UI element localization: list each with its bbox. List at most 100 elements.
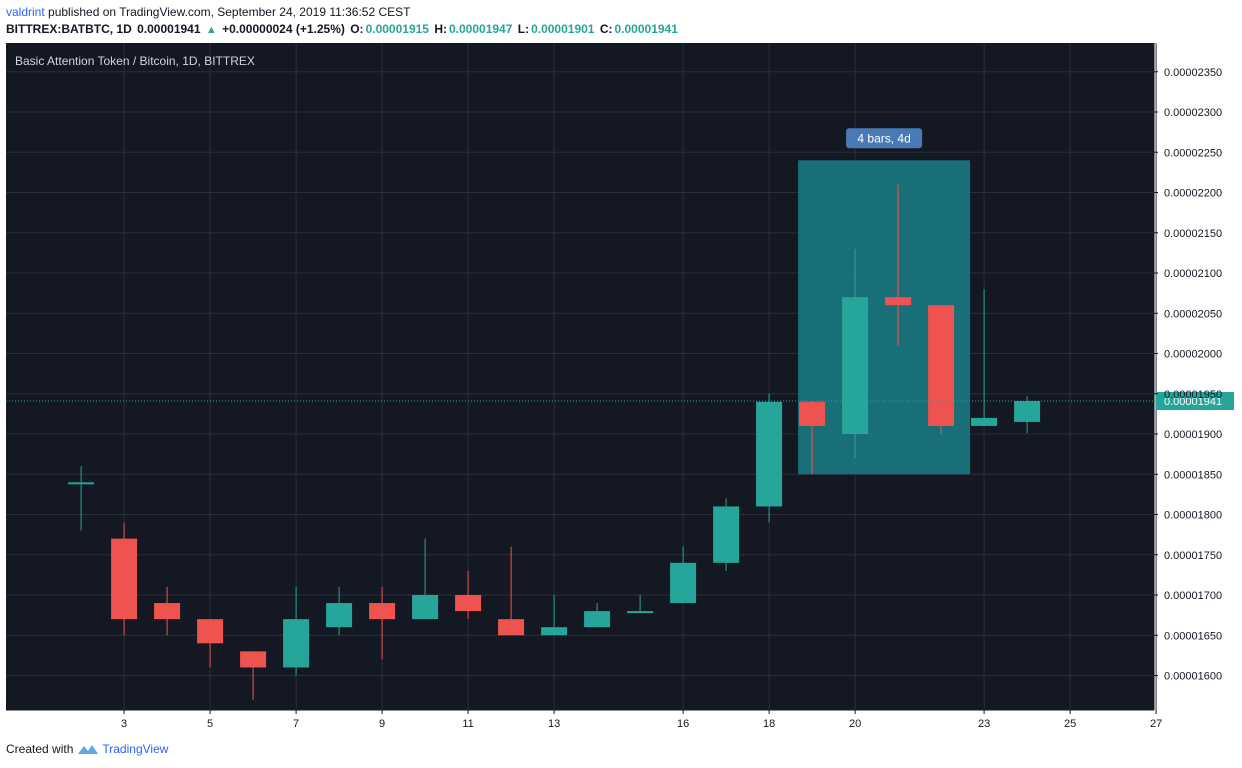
candle xyxy=(412,538,439,620)
candle xyxy=(455,570,482,620)
range-label: 4 bars, 4d xyxy=(857,131,910,145)
price-tick-label: 0.00001600 xyxy=(1164,671,1222,683)
candle-body xyxy=(498,619,525,636)
last-price: 0.00001941 xyxy=(137,22,201,36)
candle-body xyxy=(1014,400,1041,422)
candle-body xyxy=(111,538,138,620)
candle xyxy=(971,289,998,426)
candle xyxy=(928,305,955,434)
candle xyxy=(799,401,826,475)
current-price-label: 0.00001941 xyxy=(1164,396,1222,408)
price-tick-label: 0.00001850 xyxy=(1164,469,1222,481)
candle xyxy=(885,184,912,346)
candle xyxy=(584,603,611,628)
candle xyxy=(756,393,783,523)
published-text: published on TradingView.com, September … xyxy=(48,5,411,19)
price-tick-label: 0.00002350 xyxy=(1164,67,1222,79)
time-tick-label: 7 xyxy=(293,718,299,730)
candle-body xyxy=(756,401,783,507)
candles xyxy=(68,184,1041,700)
price-tick-label: 0.00001650 xyxy=(1164,630,1222,642)
price-tick-label: 0.00002150 xyxy=(1164,228,1222,240)
time-tick-label: 27 xyxy=(1150,718,1162,730)
close-value: 0.00001941 xyxy=(614,22,678,36)
candle xyxy=(670,546,697,604)
time-tick-label: 5 xyxy=(207,718,213,730)
candle-body xyxy=(369,603,396,620)
candle-body xyxy=(455,595,482,612)
price-tick-label: 0.00001950 xyxy=(1164,389,1222,401)
high-value: 0.00001947 xyxy=(448,22,513,36)
price-tick-label: 0.00002300 xyxy=(1164,107,1222,119)
created-with-text: Created with xyxy=(6,742,74,756)
candle-body xyxy=(240,651,267,668)
price-tick-label: 0.00002200 xyxy=(1164,188,1222,200)
price-axis[interactable]: 0.00001600 0.00001650 0.00001700 0.00001750… xyxy=(1153,43,1222,710)
current-price-line: 0.00001941 xyxy=(6,391,1234,410)
time-tick-label: 18 xyxy=(763,718,775,730)
close-label: C: xyxy=(599,22,613,36)
chart-title: Basic Attention Token / Bitcoin, 1D, BIT… xyxy=(15,54,255,68)
time-tick-label: 20 xyxy=(849,718,861,730)
candle-body xyxy=(713,506,740,563)
candle xyxy=(498,546,525,636)
price-tick-label: 0.00001700 xyxy=(1164,590,1222,602)
candle xyxy=(111,522,138,636)
candle-body xyxy=(283,619,310,668)
price-tick-label: 0.00002250 xyxy=(1164,147,1222,159)
candle xyxy=(68,466,95,531)
price-tick-label: 0.00002000 xyxy=(1164,349,1222,361)
up-triangle-icon: ▲ xyxy=(205,24,217,36)
footer: Created with TradingView xyxy=(6,742,168,756)
candle xyxy=(240,651,267,700)
author-link[interactable]: valdrint xyxy=(6,5,45,19)
candle-body xyxy=(842,297,869,434)
candle-body xyxy=(154,603,181,620)
current-price-tag xyxy=(1156,391,1234,410)
low-value: 0.00001901 xyxy=(531,22,595,36)
low-label: L: xyxy=(517,22,530,36)
candle xyxy=(541,595,568,636)
chart-background xyxy=(6,43,1154,732)
time-tick-label: 25 xyxy=(1064,718,1076,730)
open-label: O: xyxy=(350,22,364,36)
time-tick-label: 9 xyxy=(379,718,385,730)
time-tick-label: 3 xyxy=(121,718,127,730)
candle-body xyxy=(326,603,353,628)
candle-body xyxy=(799,401,826,426)
time-tick-label: 11 xyxy=(462,718,473,730)
time-axis-background xyxy=(6,710,1154,732)
candle-body xyxy=(627,611,654,614)
range-label-box xyxy=(846,128,923,149)
price-tick-label: 0.00001750 xyxy=(1164,550,1222,562)
candle-body xyxy=(928,305,955,426)
price-change: +0.00000024 (+1.25%) xyxy=(222,22,345,36)
candle xyxy=(369,586,396,660)
tradingview-link[interactable]: TradingView xyxy=(102,742,169,756)
candle-body xyxy=(971,417,998,426)
candle xyxy=(154,586,181,636)
publisher-line: valdrint published on TradingView.com, S… xyxy=(6,5,411,19)
time-tick-label: 16 xyxy=(677,718,689,730)
symbol-label: BITTREX:BATBTC, 1D xyxy=(6,22,132,36)
price-chart[interactable]: 4 bars, 4d 0.00001941 Basic Attention To… xyxy=(6,43,1236,732)
price-tick-label: 0.00001900 xyxy=(1164,429,1222,441)
time-axis[interactable]: 3579111316182023252729 xyxy=(6,709,1236,732)
candle xyxy=(283,586,310,676)
candle-body xyxy=(541,627,568,636)
time-tick-label: 13 xyxy=(548,718,560,730)
candle-body xyxy=(412,595,439,620)
high-label: H: xyxy=(434,22,447,36)
candle-body xyxy=(197,619,224,644)
quote-line: BITTREX:BATBTC, 1D 0.00001941 ▲ +0.00000… xyxy=(6,22,680,36)
price-tick-label: 0.00002050 xyxy=(1164,308,1222,320)
tradingview-logo-icon xyxy=(78,745,99,754)
candle xyxy=(197,619,224,668)
price-tick-label: 0.00002100 xyxy=(1164,268,1222,280)
price-axis-background xyxy=(1154,43,1236,732)
time-tick-label: 23 xyxy=(978,718,990,730)
candle-body xyxy=(584,611,611,628)
candle xyxy=(1014,396,1041,434)
candle-body xyxy=(670,562,697,604)
candle xyxy=(713,498,740,571)
